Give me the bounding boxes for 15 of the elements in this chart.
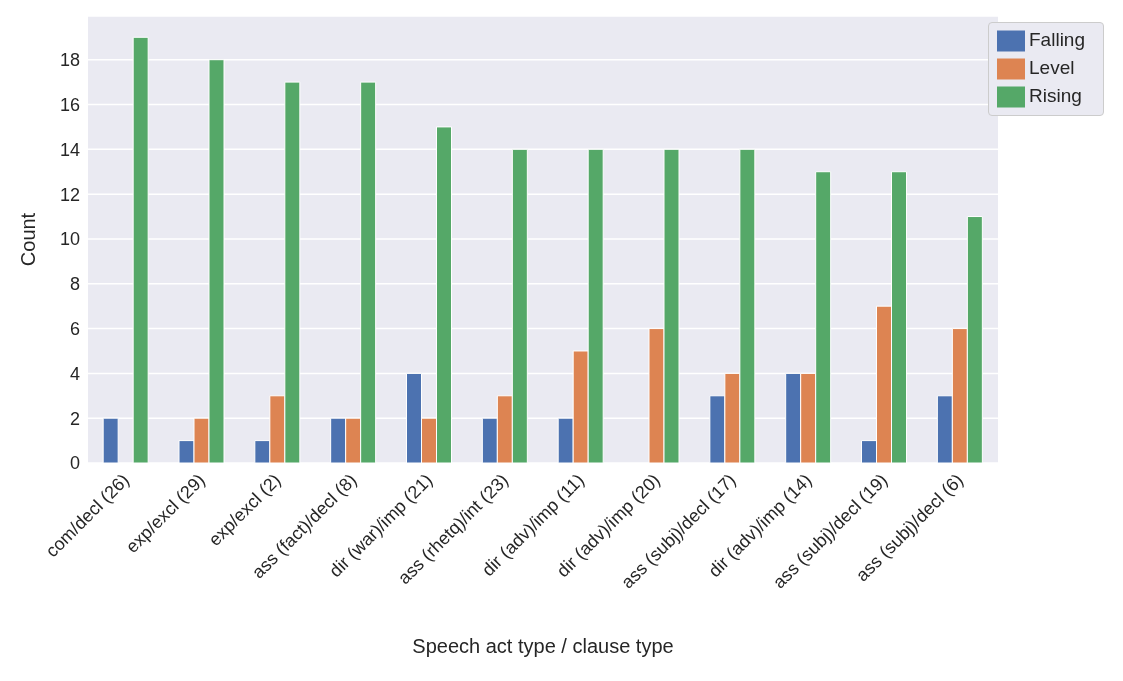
y-tick-label: 10: [59, 229, 80, 250]
y-tick-label: 18: [59, 50, 80, 71]
y-tick-label: 12: [59, 184, 80, 205]
y-tick-label: 6: [69, 318, 80, 339]
x-axis-title: Speech act type / clause type: [412, 635, 674, 657]
y-tick-label: 16: [59, 94, 80, 115]
y-tick-label: 14: [59, 139, 80, 160]
y-tick-label: 2: [69, 408, 80, 429]
y-tick-label: 4: [69, 363, 80, 384]
y-tick-label: 8: [69, 274, 80, 295]
legend-label: Falling: [1029, 29, 1085, 51]
legend-label: Rising: [1029, 85, 1082, 107]
y-axis-title: Count: [17, 212, 40, 267]
y-tick-label: 0: [69, 453, 80, 474]
legend-label: Level: [1029, 57, 1075, 79]
